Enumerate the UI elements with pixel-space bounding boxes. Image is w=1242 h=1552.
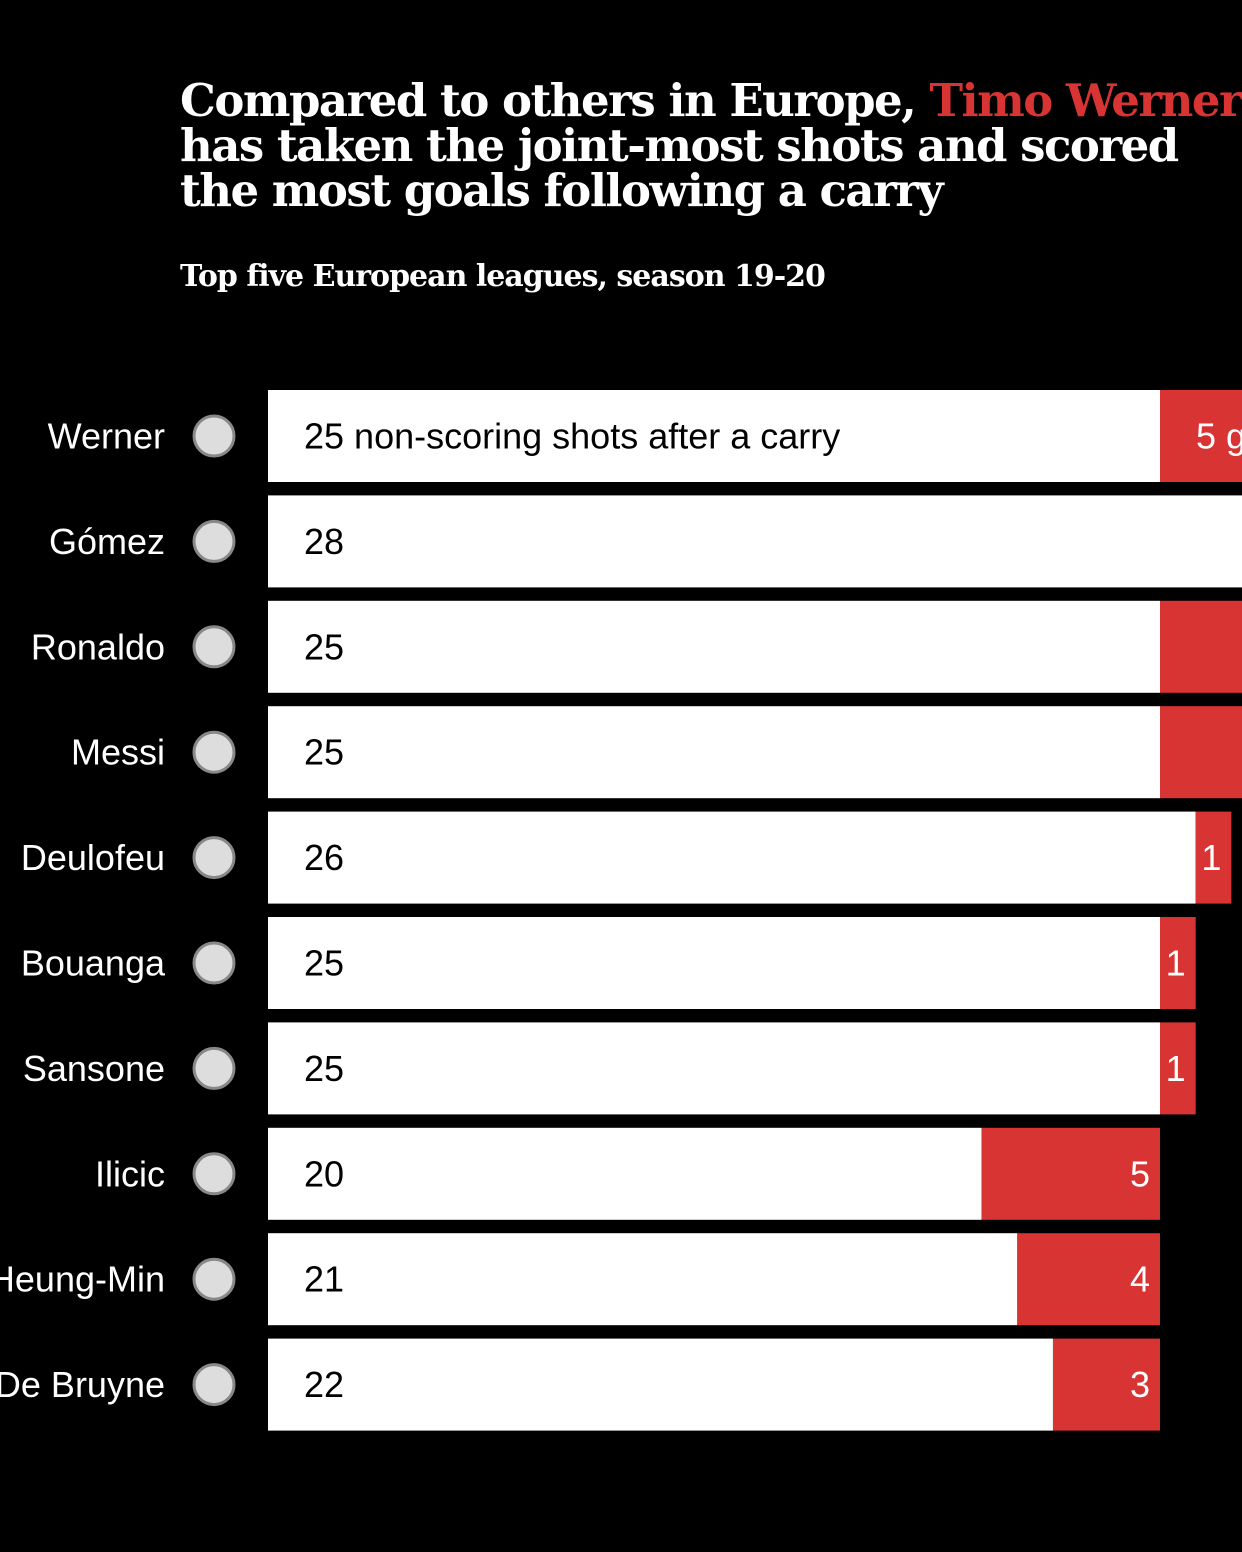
logo-circle [192,1152,236,1196]
team-logo [192,414,236,458]
team-logo [192,1257,236,1301]
value-label: 25 [304,1048,344,1089]
bar-segment [268,495,1242,588]
team-logo [192,730,236,774]
bar-segment [268,1338,1053,1431]
bar-segment [1160,390,1242,482]
bar-segment [268,600,1160,693]
bar-segment [268,1127,982,1220]
team-logo [192,941,236,985]
team-logo [192,625,236,669]
value-label: 20 [304,1153,344,1194]
logo-circle [192,836,236,880]
bar-segment [1052,1338,1160,1431]
category-label: De Bruyne [0,1364,165,1405]
logo-circle [192,730,236,774]
title-text: Compared to others in Europe, [180,74,930,127]
logo-circle [192,414,236,458]
value-label: 22 [304,1364,344,1405]
value-label: 5 [1130,1153,1150,1194]
logo-circle [192,1257,236,1301]
team-logo [192,1152,236,1196]
team-logo [192,836,236,880]
value-label: 21 [304,1259,344,1300]
team-logo [192,519,236,563]
category-label: Werner [48,416,165,457]
logo-circle [192,941,236,985]
category-label: Heung-Min [0,1259,165,1300]
bar-segment [268,706,1160,799]
category-label: Ilicic [95,1153,165,1194]
category-label: Gómez [49,521,165,562]
value-label: 25 [304,943,344,984]
logo-circle [192,1046,236,1090]
bar-segment [1017,1233,1160,1326]
value-label: 28 [304,521,344,562]
bar-segment [1160,1022,1196,1115]
value-label: 1 [1166,1048,1186,1089]
logo-circle [192,625,236,669]
team-logo [192,1363,236,1407]
bar-segment [268,390,1160,482]
value-label: 25 [304,732,344,773]
category-label: Bouanga [21,943,166,984]
team-logo [192,1046,236,1090]
category-label: Ronaldo [31,626,165,667]
value-label: 5 goals [1196,416,1242,457]
subtitle: Top five European leagues, season 19-20 [180,259,826,294]
bar-segment [1195,811,1232,904]
bar-segment [268,917,1160,1009]
category-label: Deulofeu [21,837,165,878]
value-label: 1 [1166,943,1186,984]
title-highlight: Timo Werner [929,74,1242,127]
chart-title: Compared to others in Europe, Timo Werne… [180,78,1242,213]
bar-segment [268,1233,1018,1326]
logo-circle [192,1363,236,1407]
header: Compared to others in Europe, Timo Werne… [180,78,1242,294]
bar-segment [268,1022,1160,1115]
bar-segment [1160,706,1242,799]
value-label: 4 [1130,1259,1150,1300]
category-label: Sansone [23,1048,165,1089]
title-text: has taken the joint-most shots and score… [180,119,1179,217]
value-label: 26 [304,837,344,878]
value-label: 25 [304,626,344,667]
bar-segment [981,1127,1160,1220]
value-label: 25 non-scoring shots after a carry [304,416,840,457]
value-label: 1 [1201,837,1221,878]
logo-circle [192,519,236,563]
bar-segment [1160,917,1196,1009]
category-label: Messi [71,732,165,773]
value-label: 3 [1130,1364,1150,1405]
bar-segment [1160,600,1242,693]
bar-segment [268,811,1196,904]
